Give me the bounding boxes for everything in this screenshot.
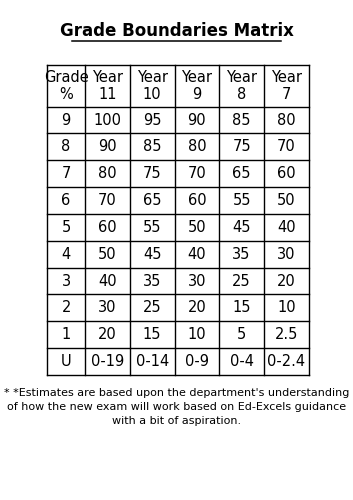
Text: 45: 45 — [143, 246, 161, 262]
Text: 25: 25 — [232, 274, 251, 288]
Text: 85: 85 — [143, 140, 161, 154]
Text: 9: 9 — [61, 112, 71, 128]
Text: Year
8: Year 8 — [226, 70, 257, 102]
Text: Year
9: Year 9 — [181, 70, 213, 102]
Text: 30: 30 — [98, 300, 117, 316]
Text: 85: 85 — [232, 112, 251, 128]
Text: 2: 2 — [61, 300, 71, 316]
Text: 95: 95 — [143, 112, 161, 128]
Text: 80: 80 — [187, 140, 206, 154]
Text: 75: 75 — [143, 166, 161, 181]
Text: 40: 40 — [187, 246, 206, 262]
Text: 65: 65 — [232, 166, 251, 181]
Text: 15: 15 — [143, 327, 161, 342]
Text: 0-14: 0-14 — [136, 354, 169, 369]
Text: 10: 10 — [277, 300, 295, 316]
Text: 35: 35 — [232, 246, 251, 262]
Text: 90: 90 — [98, 140, 117, 154]
Text: 40: 40 — [277, 220, 295, 235]
Text: 30: 30 — [277, 246, 295, 262]
Text: 20: 20 — [277, 274, 296, 288]
Text: 20: 20 — [98, 327, 117, 342]
Text: 50: 50 — [98, 246, 117, 262]
Text: Year
10: Year 10 — [137, 70, 168, 102]
Text: Grade
%: Grade % — [44, 70, 89, 102]
Text: 4: 4 — [61, 246, 71, 262]
Text: 0-2.4: 0-2.4 — [267, 354, 305, 369]
Text: 30: 30 — [187, 274, 206, 288]
Text: 60: 60 — [98, 220, 117, 235]
Text: 3: 3 — [61, 274, 71, 288]
Text: 70: 70 — [187, 166, 206, 181]
Text: * *Estimates are based upon the department's understanding
of how the new exam w: * *Estimates are based upon the departme… — [4, 388, 349, 426]
Text: 80: 80 — [98, 166, 117, 181]
Text: 6: 6 — [61, 193, 71, 208]
Text: 40: 40 — [98, 274, 117, 288]
Text: 80: 80 — [277, 112, 295, 128]
Text: 45: 45 — [232, 220, 251, 235]
Text: 15: 15 — [232, 300, 251, 316]
Text: 0-4: 0-4 — [229, 354, 253, 369]
Text: 0-19: 0-19 — [91, 354, 124, 369]
Text: Year
11: Year 11 — [92, 70, 123, 102]
Text: 5: 5 — [237, 327, 246, 342]
Text: 1: 1 — [61, 327, 71, 342]
Text: Grade Boundaries Matrix: Grade Boundaries Matrix — [60, 22, 293, 40]
Text: 55: 55 — [143, 220, 161, 235]
Text: 75: 75 — [232, 140, 251, 154]
Text: 70: 70 — [277, 140, 296, 154]
Text: 90: 90 — [187, 112, 206, 128]
Text: 60: 60 — [277, 166, 295, 181]
Text: 20: 20 — [187, 300, 206, 316]
Text: 0-9: 0-9 — [185, 354, 209, 369]
Text: 8: 8 — [61, 140, 71, 154]
Text: 5: 5 — [61, 220, 71, 235]
Text: U: U — [61, 354, 71, 369]
Text: 65: 65 — [143, 193, 161, 208]
Text: 25: 25 — [143, 300, 161, 316]
Text: 55: 55 — [232, 193, 251, 208]
Text: 100: 100 — [94, 112, 121, 128]
Text: 50: 50 — [277, 193, 295, 208]
Text: 50: 50 — [187, 220, 206, 235]
Text: 60: 60 — [187, 193, 206, 208]
Text: 35: 35 — [143, 274, 161, 288]
Text: 2.5: 2.5 — [275, 327, 298, 342]
Text: 70: 70 — [98, 193, 117, 208]
Text: Year
7: Year 7 — [271, 70, 302, 102]
Text: 7: 7 — [61, 166, 71, 181]
Text: 10: 10 — [187, 327, 206, 342]
